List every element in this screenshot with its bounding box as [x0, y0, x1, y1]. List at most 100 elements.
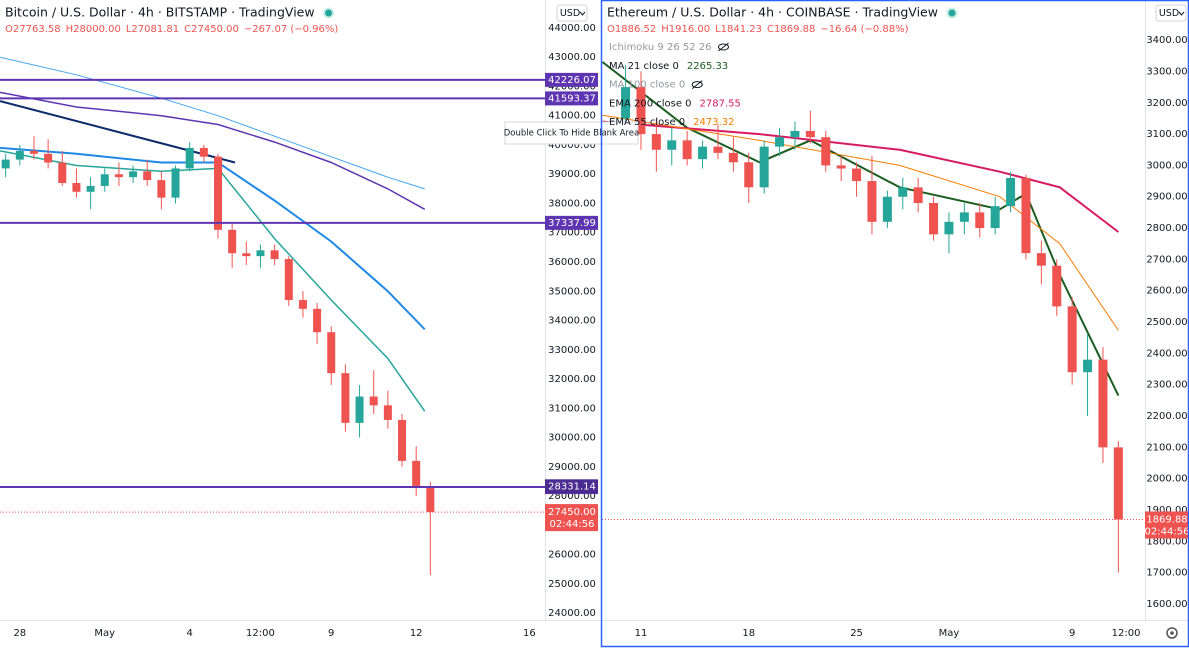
candle-body [1, 159, 10, 169]
y-tick-label: 2000.00 [1146, 474, 1187, 485]
level-label-bg [545, 72, 598, 87]
y-tick-label: 36000.00 [548, 257, 596, 268]
y-tick-label: 41000.00 [548, 111, 596, 122]
status-dot [946, 7, 958, 19]
candle-body [1006, 177, 1016, 207]
candle-body [426, 487, 435, 513]
y-tick-label: 44000.00 [548, 23, 596, 34]
candle-body [157, 180, 166, 198]
y-tick-label: 35000.00 [548, 286, 596, 297]
indicator-line [0, 100, 236, 164]
x-tick-label: 16 [523, 628, 536, 639]
candle-body [651, 134, 661, 150]
y-tick-label: 2300.00 [1146, 380, 1187, 391]
plot-left [0, 56, 545, 575]
level-label: 42226.07 [548, 75, 596, 86]
y-tick-label: 33000.00 [548, 345, 596, 356]
x-tick-label: 28 [13, 628, 26, 639]
legend-name: EMA 55 close 0 [609, 117, 685, 128]
currency-button[interactable] [556, 4, 588, 22]
y-tick-label: 2500.00 [1146, 317, 1187, 328]
marker-label-bg [545, 479, 598, 494]
candle-body [143, 171, 152, 181]
y-tick-label: 37000.00 [548, 228, 596, 239]
candle-body [867, 181, 877, 222]
status-dot [323, 7, 335, 19]
x-tick-label: 9 [1069, 628, 1075, 639]
eye-icon[interactable] [718, 43, 729, 51]
currency-caret[interactable] [579, 11, 586, 16]
candle-body [412, 460, 421, 488]
candle-body [228, 229, 237, 254]
currency-caret[interactable] [1178, 11, 1185, 16]
ohlc-value: L27081.81 [126, 24, 179, 35]
y-tick-label: 2200.00 [1146, 411, 1187, 422]
x-tick-label: 11 [635, 628, 648, 639]
ohlc-value: O1886.52 [607, 24, 656, 35]
candle-body [341, 373, 350, 423]
candle-body [15, 150, 24, 160]
overlay: 24000.0025000.0026000.0027000.0028000.00… [5, 4, 1189, 639]
level-label: 37337.99 [548, 218, 596, 229]
currency-label[interactable]: USD [560, 8, 580, 19]
legend-name: MA 21 close 0 [609, 61, 679, 72]
y-tick-label: 42000.00 [548, 81, 596, 92]
y-tick-label: 29000.00 [548, 462, 596, 473]
currency-button[interactable] [1155, 4, 1187, 22]
eye-slash[interactable] [718, 42, 729, 52]
y-tick-label: 2800.00 [1146, 223, 1187, 234]
candle-body [775, 137, 785, 147]
candle-body [284, 259, 293, 301]
candle-body [929, 203, 939, 235]
candle-body [270, 250, 279, 260]
candle-body [975, 212, 985, 229]
indicator-line [602, 114, 1119, 331]
candle-body [129, 171, 138, 178]
legend-hidden: MA 100 close 0 [609, 80, 685, 91]
settings-icon[interactable] [1166, 627, 1178, 639]
candle-body [256, 250, 265, 257]
legend-value: 2265.33 [687, 61, 728, 72]
candle-body [1052, 265, 1062, 307]
eye-slash[interactable] [691, 80, 703, 89]
y-tick-label: 25000.00 [548, 579, 596, 590]
candle-body [242, 253, 251, 257]
level-label-bg [545, 91, 598, 106]
candle-body [86, 185, 95, 192]
candle-body [1036, 253, 1046, 266]
candle-body [636, 87, 646, 135]
y-tick-label: 3100.00 [1146, 129, 1187, 140]
currency-label[interactable]: USD [1159, 8, 1179, 19]
candle-body [898, 187, 908, 197]
eye-icon[interactable] [691, 81, 703, 89]
candle-body [383, 405, 392, 420]
y-tick-label: 31000.00 [548, 403, 596, 414]
candle-body [369, 396, 378, 406]
candle-body [199, 147, 208, 157]
level-label: 41593.37 [548, 93, 596, 104]
x-tick-label: 18 [742, 628, 755, 639]
countdown: 02:44:56 [1145, 526, 1189, 537]
gear-hub[interactable] [1170, 631, 1174, 635]
indicator-line [0, 150, 426, 412]
candle-body [298, 300, 307, 309]
marker-label: 28331.14 [548, 481, 596, 492]
candle-body [44, 153, 53, 163]
y-tick-label: 1800.00 [1146, 536, 1187, 547]
candle-body [214, 156, 222, 230]
legend-value: 2473.32 [693, 117, 734, 128]
indicator-line [602, 61, 1120, 397]
legend-value: 2787.55 [700, 98, 741, 109]
ohlc-value: −16.64 (−0.88%) [820, 24, 908, 35]
plot-right [602, 61, 1145, 573]
x-tick-label: 12:00 [246, 628, 275, 639]
candle-body [355, 396, 364, 423]
gear[interactable] [1166, 627, 1178, 639]
y-tick-label: 32000.00 [548, 374, 596, 385]
y-tick-label: 3200.00 [1146, 98, 1187, 109]
candle-body [882, 196, 892, 222]
candle-body [1098, 359, 1108, 448]
level-label-bg [545, 215, 598, 230]
